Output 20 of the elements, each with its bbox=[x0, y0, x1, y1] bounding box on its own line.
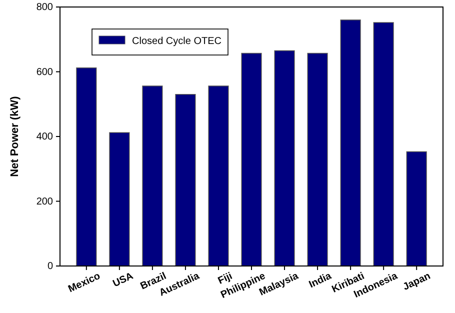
bar bbox=[307, 52, 328, 266]
bar bbox=[142, 86, 163, 266]
y-tick-label: 600 bbox=[36, 66, 54, 78]
bar bbox=[406, 151, 427, 266]
y-axis-title: Net Power (kW) bbox=[9, 96, 21, 177]
bar bbox=[208, 86, 229, 266]
y-tick-label: 800 bbox=[36, 2, 54, 14]
x-tick-label: USA bbox=[111, 270, 136, 290]
bar bbox=[76, 67, 97, 266]
bar bbox=[274, 50, 295, 266]
bar bbox=[373, 22, 394, 266]
x-tick-label: Japan bbox=[401, 270, 432, 293]
bar bbox=[109, 132, 130, 266]
y-tick-label: 400 bbox=[36, 132, 54, 143]
y-tick-label: 200 bbox=[36, 196, 54, 208]
bar bbox=[340, 20, 361, 266]
y-tick-label: 0 bbox=[47, 261, 54, 272]
bar bbox=[241, 52, 262, 266]
legend-label: Closed Cycle OTEC bbox=[132, 36, 222, 47]
bar bbox=[175, 94, 196, 266]
